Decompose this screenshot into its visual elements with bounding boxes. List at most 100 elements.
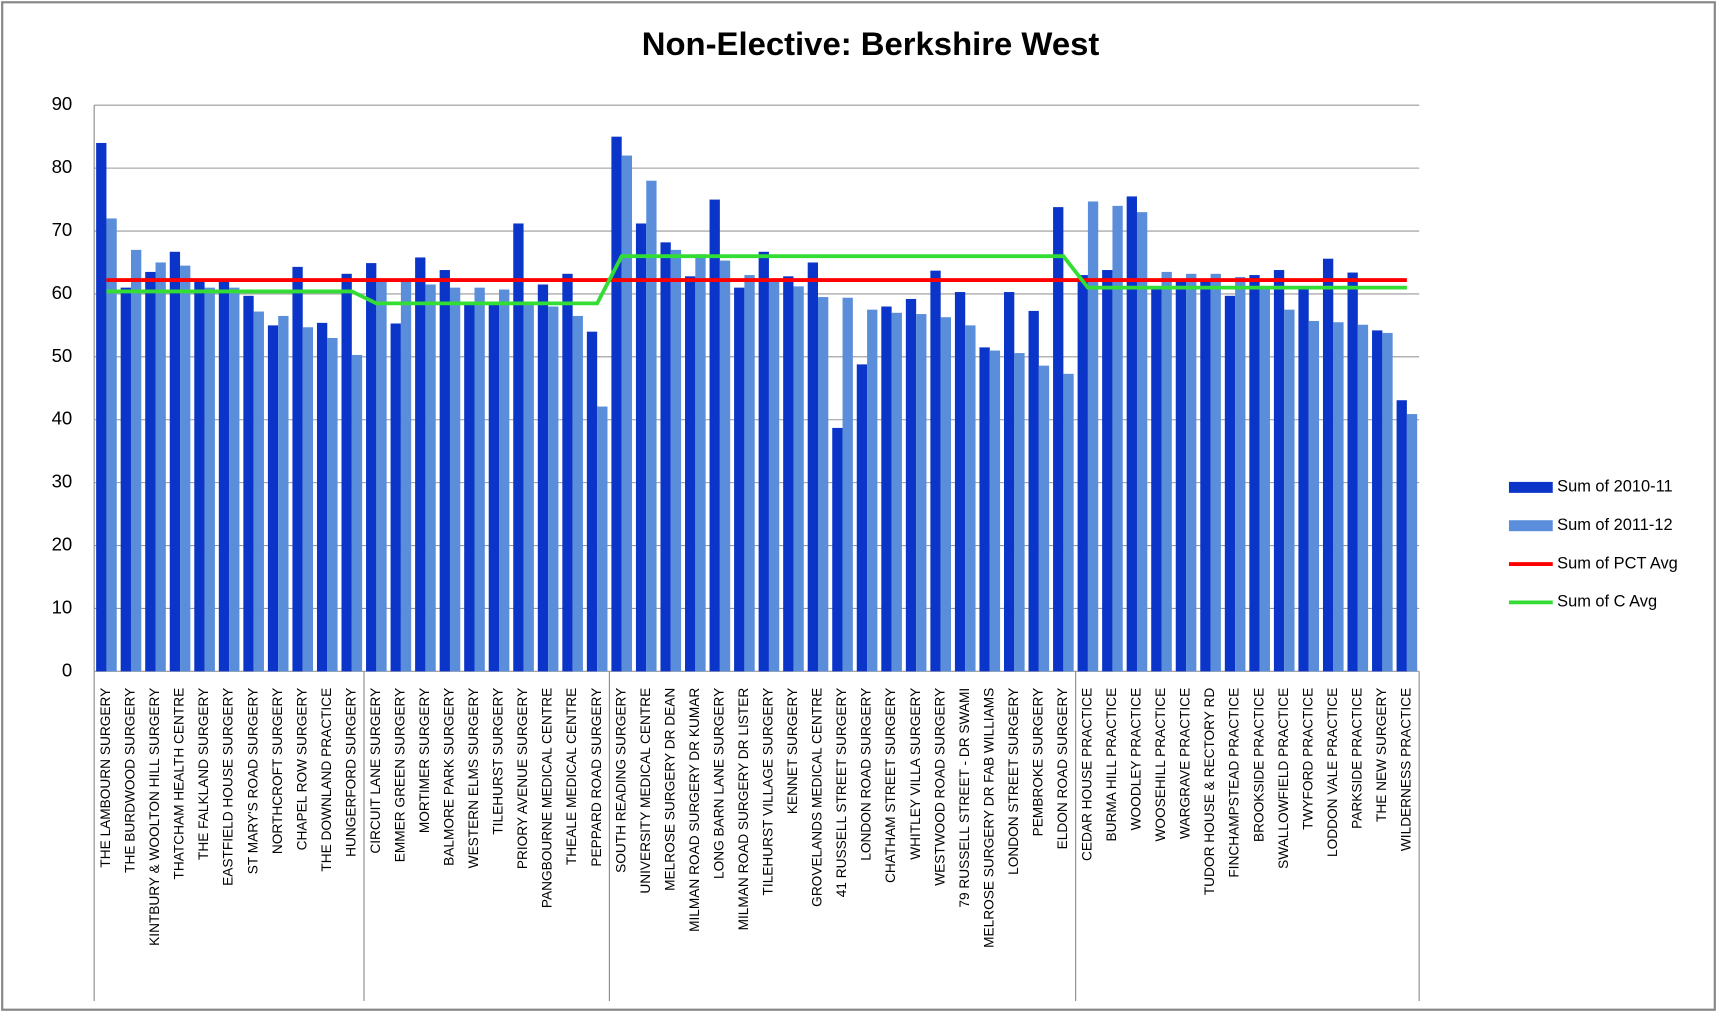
bar: [1161, 271, 1172, 672]
bar: [562, 273, 573, 672]
bar: [537, 284, 549, 672]
bar: [415, 257, 426, 672]
y-tick-label: 10: [52, 596, 73, 617]
bar: [1396, 400, 1407, 672]
bar: [130, 249, 142, 672]
x-tick-label: MILMAN ROAD SURGERY DR LISTER: [736, 688, 751, 931]
x-tick-label: TILEHURST SURGERY: [491, 688, 506, 835]
bar: [719, 260, 731, 672]
legend-label: Sum of PCT Avg: [1557, 554, 1678, 572]
bar: [1273, 270, 1285, 672]
x-tick-label: THE LAMBOURN SURGERY: [98, 688, 113, 868]
x-tick-label: WILDERNESS PRACTICE: [1398, 688, 1413, 851]
bar: [548, 306, 559, 672]
bar: [1038, 365, 1050, 672]
x-tick-label: KENNET SURGERY: [785, 688, 800, 814]
bar: [1028, 310, 1039, 672]
x-tick-label: WESTERN ELMS SURGERY: [466, 688, 481, 869]
y-tick-label: 60: [52, 282, 73, 303]
x-tick-label: ST MARY'S ROAD SURGERY: [245, 688, 260, 874]
x-tick-label: CIRCUIT LANE SURGERY: [368, 688, 383, 854]
bar: [302, 327, 314, 672]
bar: [572, 315, 583, 672]
bar: [758, 251, 769, 672]
x-tick-label: SWALLOWFIELD PRACTICE: [1276, 688, 1291, 869]
y-tick-label: 40: [52, 408, 73, 429]
x-tick-label: LONG BARN LANE SURGERY: [711, 688, 726, 879]
x-tick-label: WOODLEY PRACTICE: [1129, 688, 1144, 831]
bar: [807, 262, 819, 672]
bar: [278, 315, 289, 672]
x-tick-label: THE DOWNLAND PRACTICE: [319, 688, 334, 872]
bar: [842, 297, 853, 672]
bar: [940, 317, 951, 672]
bar: [425, 284, 436, 672]
x-tick-label: TUDOR HOUSE & RECTORY RD: [1202, 688, 1217, 896]
x-tick-label: THATCHAM HEALTH CENTRE: [172, 688, 187, 880]
bar: [1186, 273, 1197, 672]
bar: [1014, 353, 1025, 672]
bar: [155, 262, 166, 672]
bar: [1077, 275, 1088, 672]
bar: [965, 325, 976, 672]
bar: [1136, 212, 1148, 672]
bar: [194, 281, 205, 672]
x-tick-label: LODDON VALE PRACTICE: [1325, 688, 1340, 857]
bar: [1322, 258, 1334, 672]
bar: [1151, 287, 1162, 672]
bar: [449, 287, 461, 672]
bar: [818, 297, 829, 672]
bar: [954, 292, 966, 672]
y-tick-label: 70: [52, 219, 73, 240]
x-tick-label: CHATHAM STREET SURGERY: [883, 688, 898, 883]
bar: [488, 303, 500, 672]
bar: [783, 276, 794, 672]
bar: [891, 312, 902, 672]
bar: [229, 287, 240, 672]
x-tick-label: EMMER GREEN SURGERY: [392, 688, 407, 862]
bar: [979, 347, 990, 672]
bar: [1382, 332, 1393, 672]
bar: [1063, 373, 1074, 672]
bar: [341, 273, 352, 672]
bar: [316, 322, 328, 672]
x-tick-label: WHITLEY VILLA SURGERY: [908, 688, 923, 860]
bar: [621, 155, 633, 672]
bar: [685, 276, 696, 672]
bar: [180, 265, 191, 672]
legend-swatch: [1508, 520, 1553, 532]
group-separators: [93, 671, 1420, 1001]
bar: [793, 286, 804, 672]
bar: [243, 295, 254, 672]
x-tick-label: GROVELANDS MEDICAL CENTRE: [810, 688, 825, 907]
x-tick-label: BURMA HILL PRACTICE: [1104, 688, 1119, 842]
bar: [513, 223, 524, 672]
bar: [709, 199, 720, 672]
x-tick-label: THEALE MEDICAL CENTRE: [564, 688, 579, 865]
bar: [916, 314, 927, 672]
bar: [734, 287, 745, 672]
bar: [327, 337, 338, 672]
bar: [439, 270, 450, 672]
x-tick-label: PRIORY AVENUE SURGERY: [515, 688, 530, 869]
x-tick-label: 41 RUSSELL STREET SURGERY: [834, 688, 849, 897]
bar: [695, 254, 706, 672]
x-tick-label: UNIVERSITY MEDICAL CENTRE: [638, 688, 653, 894]
y-tick-label: 90: [52, 93, 73, 114]
legend-label: Sum of C Avg: [1557, 593, 1657, 611]
bar: [204, 287, 215, 672]
bar: [120, 287, 131, 672]
x-tick-label: TILEHURST VILLAGE SURGERY: [761, 688, 776, 896]
bar: [499, 289, 510, 672]
legend-label: Sum of 2011-12: [1557, 516, 1673, 534]
bar: [832, 427, 843, 672]
bar: [1372, 330, 1383, 672]
x-tick-label: WARGRAVE PRACTICE: [1178, 688, 1193, 839]
x-tick-label: 79 RUSSELL STREET - DR SWAMI: [957, 688, 972, 908]
bar: [218, 281, 230, 672]
bar: [1053, 207, 1064, 672]
x-tick-label: LONDON ROAD SURGERY: [859, 688, 874, 861]
x-tick-label: ELDON ROAD SURGERY: [1055, 688, 1070, 850]
y-tick-label: 80: [52, 156, 73, 177]
